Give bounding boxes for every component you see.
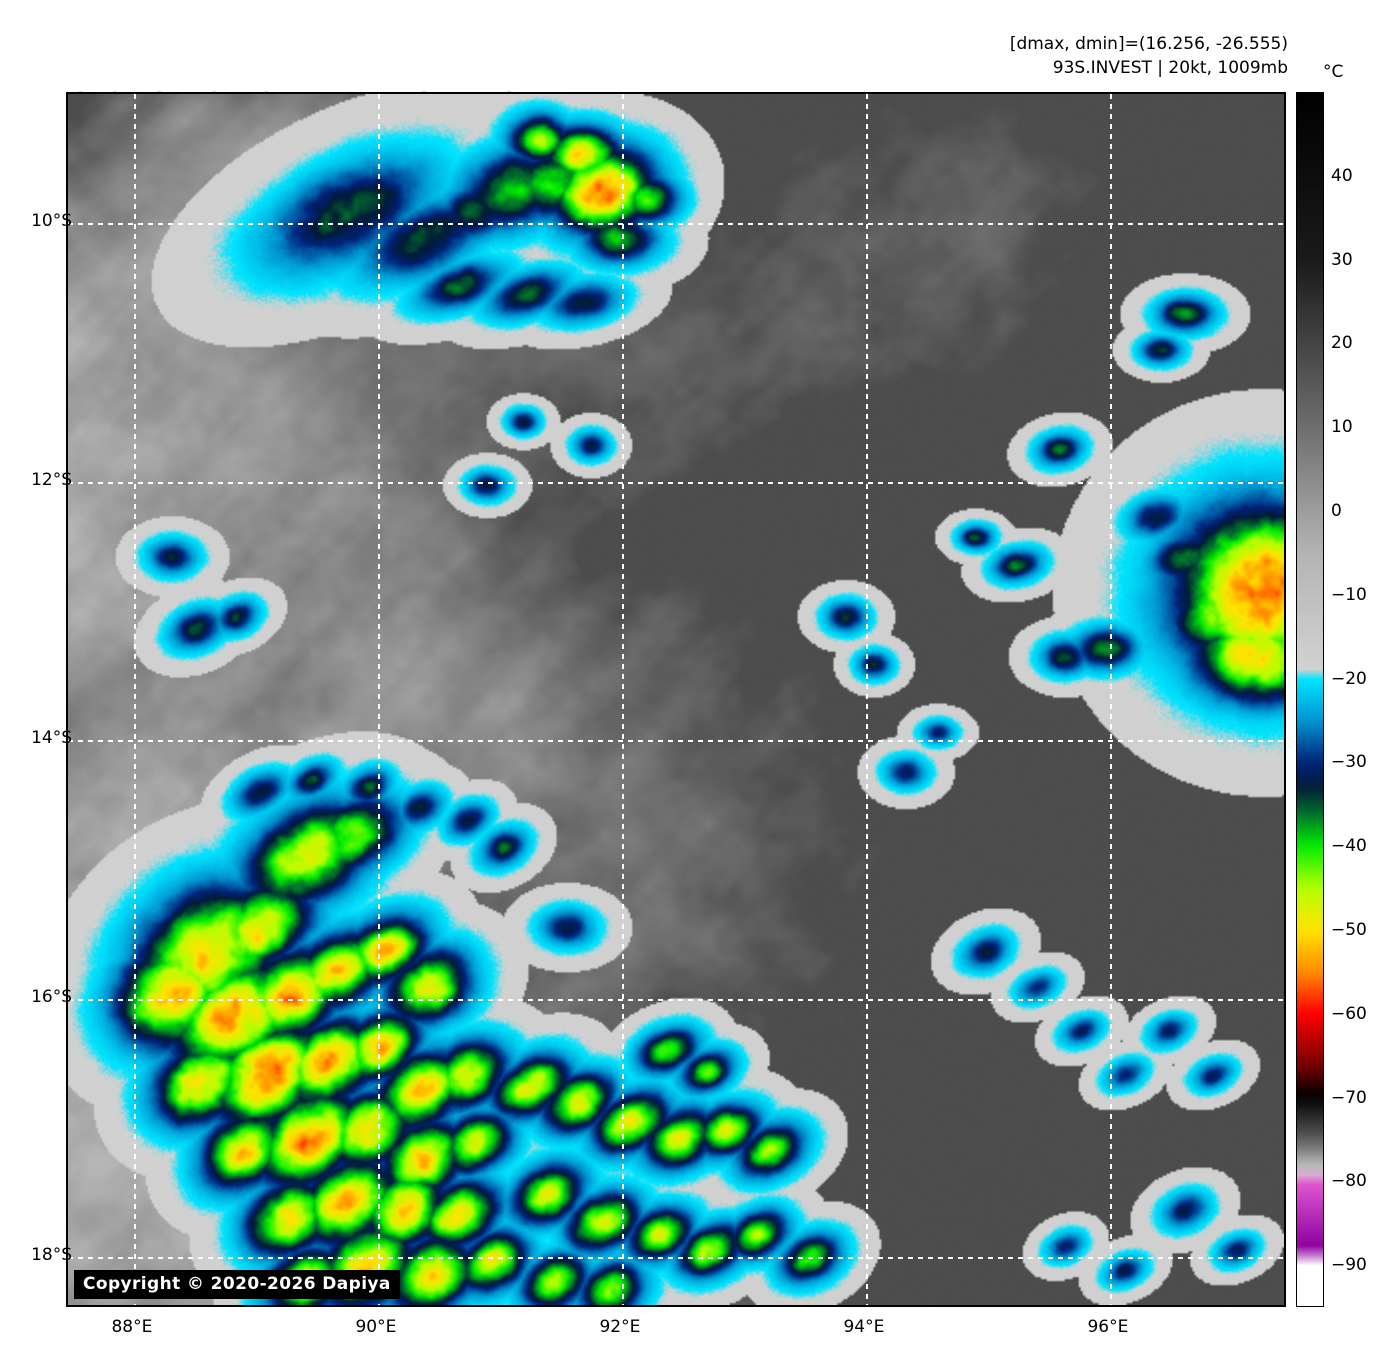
x-axis-tick-label: 94°E: [843, 1317, 885, 1337]
data-range-text: [dmax, dmin]=(16.256, -26.555): [1009, 34, 1288, 54]
gridline-vertical: [133, 94, 136, 1305]
y-axis-tick-label: 14°S: [31, 728, 72, 749]
colorbar-tick-label: −40: [1331, 836, 1367, 857]
metadata-block: [dmax, dmin]=(16.256, -26.555) 93S.INVES…: [1010, 32, 1288, 80]
gridline-horizontal: [68, 998, 1284, 1001]
colorbar-tick-label: 20: [1331, 333, 1353, 354]
colorbar-tick-label: −10: [1331, 584, 1367, 605]
gridline-horizontal: [68, 481, 1284, 484]
gridline-vertical: [621, 94, 624, 1305]
colorbar-unit-label: °C: [1323, 62, 1344, 82]
y-axis-tick-label: 12°S: [31, 469, 72, 490]
satellite-imagery-canvas: [68, 94, 1284, 1305]
colorbar-gradient: [1297, 93, 1323, 1306]
x-axis-tick-label: 88°E: [111, 1317, 153, 1337]
gridline-horizontal: [68, 223, 1284, 226]
temperature-colorbar[interactable]: [1296, 92, 1324, 1307]
copyright-label: Copyright © 2020-2026 Dapiya: [74, 1270, 400, 1299]
x-axis-tick-label: 96°E: [1087, 1317, 1129, 1337]
colorbar-tick-label: −60: [1331, 1003, 1367, 1024]
colorbar-tick-label: −90: [1331, 1255, 1367, 1276]
storm-info-text: 93S.INVEST | 20kt, 1009mb: [1052, 58, 1288, 78]
gridline-horizontal: [68, 1257, 1284, 1260]
y-axis-tick-label: 16°S: [31, 986, 72, 1007]
gridline-vertical: [865, 94, 868, 1305]
gridline-horizontal: [68, 740, 1284, 743]
y-axis-tick-label: 18°S: [31, 1245, 72, 1266]
colorbar-tick-label: −30: [1331, 752, 1367, 773]
gridline-vertical: [377, 94, 380, 1305]
colorbar-tick-label: 10: [1331, 417, 1353, 438]
colorbar-tick-label: −70: [1331, 1087, 1367, 1108]
colorbar-tick-label: 40: [1331, 165, 1353, 186]
x-axis-tick-label: 92°E: [599, 1317, 641, 1337]
colorbar-tick-label: −50: [1331, 919, 1367, 940]
satellite-image-plot[interactable]: Copyright © 2020-2026 Dapiya: [66, 92, 1286, 1307]
y-axis-tick-label: 10°S: [31, 211, 72, 232]
colorbar-tick-label: −20: [1331, 668, 1367, 689]
colorbar-tick-label: 0: [1331, 500, 1342, 521]
x-axis-tick-label: 90°E: [355, 1317, 397, 1337]
gridline-vertical: [1109, 94, 1112, 1305]
colorbar-tick-label: 30: [1331, 249, 1353, 270]
colorbar-tick-label: −80: [1331, 1171, 1367, 1192]
